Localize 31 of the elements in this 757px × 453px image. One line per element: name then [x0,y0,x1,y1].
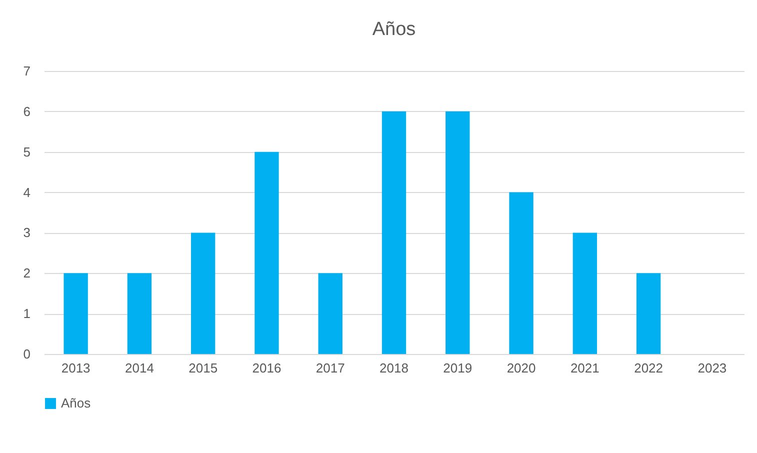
y-tick-label: 4 [23,184,30,200]
legend-label: Años [61,396,92,410]
bar [636,273,661,354]
y-tick-label: 5 [23,144,30,160]
x-tick-label: 2017 [316,360,345,376]
x-tick-label: 2021 [570,360,600,376]
y-tick-label: 6 [23,104,30,119]
chart-title: Años [372,19,416,40]
bar [191,232,216,354]
bar [509,192,534,354]
y-tick-label: 1 [23,306,30,322]
y-tick-label: 2 [23,266,30,281]
bar [382,111,406,354]
x-tick-label: 2023 [698,360,727,376]
bar [64,273,88,354]
x-tick-label: 2013 [61,360,90,376]
bar [572,232,597,354]
x-tick-label: 2022 [634,360,664,376]
y-tick-label: 7 [23,64,30,78]
x-tick-label: 2019 [443,360,472,376]
x-tick-label: 2014 [124,360,154,376]
x-tick-label: 2020 [506,360,536,376]
x-tick-label: 2018 [380,360,408,376]
y-tick-label: 3 [23,225,30,240]
bar [254,152,279,354]
y-tick-label: 0 [23,346,30,362]
x-tick-label: 2015 [188,360,218,376]
bar [318,273,342,354]
bar [446,111,470,354]
x-tick-label: 2016 [252,360,282,376]
bar [127,273,152,354]
